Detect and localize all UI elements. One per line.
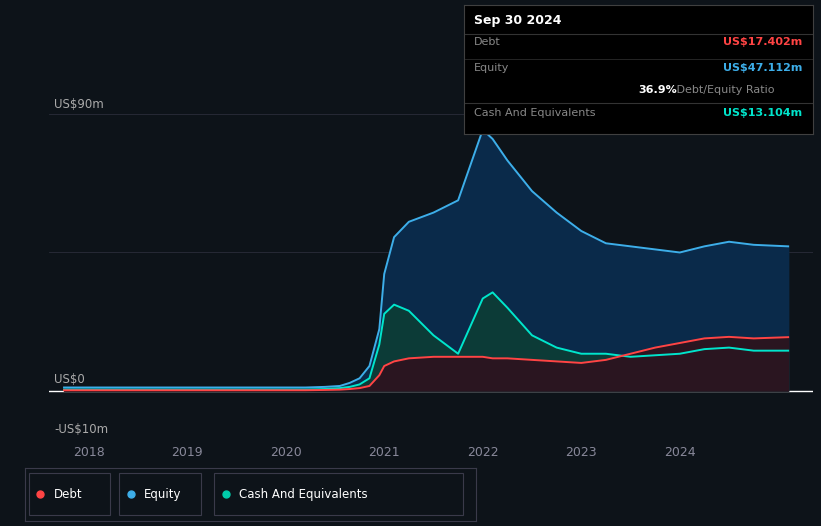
Text: Debt/Equity Ratio: Debt/Equity Ratio [673,85,775,95]
FancyBboxPatch shape [30,473,110,515]
Text: US$17.402m: US$17.402m [723,37,802,47]
Text: Debt: Debt [54,488,83,501]
Text: Cash And Equivalents: Cash And Equivalents [239,488,368,501]
Text: US$90m: US$90m [54,98,104,112]
FancyBboxPatch shape [214,473,463,515]
Text: -US$10m: -US$10m [54,423,108,436]
Text: 36.9%: 36.9% [639,85,677,95]
Text: Cash And Equivalents: Cash And Equivalents [475,108,596,118]
Text: Debt: Debt [475,37,501,47]
Text: US$0: US$0 [54,373,85,386]
FancyBboxPatch shape [120,473,201,515]
Text: Equity: Equity [144,488,181,501]
Text: US$47.112m: US$47.112m [723,63,802,73]
Text: US$13.104m: US$13.104m [723,108,802,118]
Text: Equity: Equity [475,63,510,73]
Text: Sep 30 2024: Sep 30 2024 [475,14,562,27]
